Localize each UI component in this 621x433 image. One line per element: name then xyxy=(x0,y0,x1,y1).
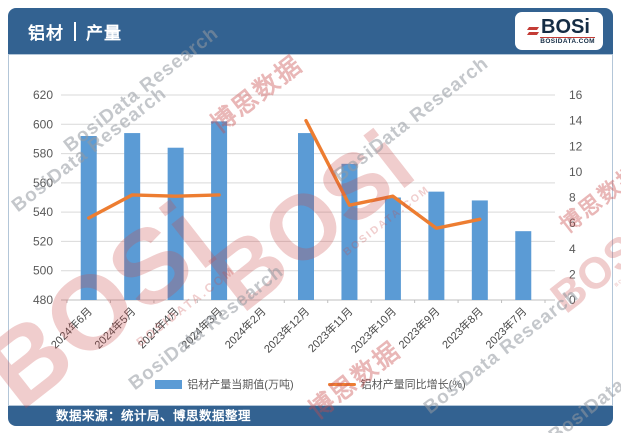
svg-text:4: 4 xyxy=(569,242,576,256)
svg-text:12: 12 xyxy=(569,139,583,153)
legend-line-swatch xyxy=(327,382,356,386)
svg-text:620: 620 xyxy=(33,88,53,102)
svg-text:600: 600 xyxy=(33,117,53,131)
chart-legend: 铝材产量当期值(万吨) 铝材产量同比增长(%) xyxy=(155,376,466,392)
legend-label: 铝材产量当期值(万吨) xyxy=(187,379,294,391)
title-right: 产量 xyxy=(86,23,122,43)
svg-text:2024年3月: 2024年3月 xyxy=(178,304,225,351)
legend-label: 铝材产量同比增长(%) xyxy=(360,379,466,391)
svg-text:2023年12月: 2023年12月 xyxy=(261,304,312,355)
svg-text:2024年4月: 2024年4月 xyxy=(135,304,182,351)
svg-text:2023年7月: 2023年7月 xyxy=(482,304,529,351)
svg-text:480: 480 xyxy=(33,293,53,307)
svg-text:2023年10月: 2023年10月 xyxy=(348,304,399,355)
svg-text:560: 560 xyxy=(33,176,53,190)
legend-item: 铝材产量当期值(万吨) xyxy=(155,376,294,392)
svg-text:10: 10 xyxy=(569,165,583,179)
chart-card: 480 500 520 540 560 580 600 620 0 2 4 6 8 10 12 14 16 202… xyxy=(8,54,613,406)
svg-text:16: 16 xyxy=(569,88,583,102)
header-bar: 铝材 产量 BOSi BOSIDATA.COM xyxy=(8,8,613,54)
svg-text:540: 540 xyxy=(33,205,53,219)
footer-bar: 数据来源：统计局、博思数据整理 xyxy=(8,406,613,426)
svg-text:0: 0 xyxy=(569,293,576,307)
svg-text:2024年5月: 2024年5月 xyxy=(91,304,138,351)
svg-text:520: 520 xyxy=(33,234,53,248)
page-title: 铝材 产量 xyxy=(28,19,122,44)
svg-text:2024年6月: 2024年6月 xyxy=(48,304,95,351)
title-divider xyxy=(74,21,76,41)
svg-text:2023年9月: 2023年9月 xyxy=(395,304,442,351)
svg-text:2: 2 xyxy=(569,267,576,281)
logo-subtext: BOSIDATA.COM xyxy=(540,37,595,45)
logo-row: BOSi xyxy=(526,16,590,38)
svg-text:14: 14 xyxy=(569,114,583,128)
legend-item: 铝材产量同比增长(%) xyxy=(327,376,466,392)
svg-text:580: 580 xyxy=(33,147,53,161)
svg-text:500: 500 xyxy=(33,264,53,278)
svg-text:6: 6 xyxy=(569,216,576,230)
title-left: 铝材 xyxy=(28,23,64,43)
svg-text:8: 8 xyxy=(569,191,576,205)
data-source: 数据来源：统计局、博思数据整理 xyxy=(56,409,252,423)
legend-bar-swatch xyxy=(155,379,183,389)
bosi-logo: BOSi BOSIDATA.COM xyxy=(515,12,603,50)
logo-stripes-icon xyxy=(526,26,540,36)
svg-text:2023年8月: 2023年8月 xyxy=(439,304,486,351)
svg-text:2024年2月: 2024年2月 xyxy=(222,304,269,351)
combo-chart: 480 500 520 540 560 580 600 620 0 2 4 6 8 10 12 14 16 202… xyxy=(33,88,583,356)
logo-text: BOSi xyxy=(541,16,590,38)
